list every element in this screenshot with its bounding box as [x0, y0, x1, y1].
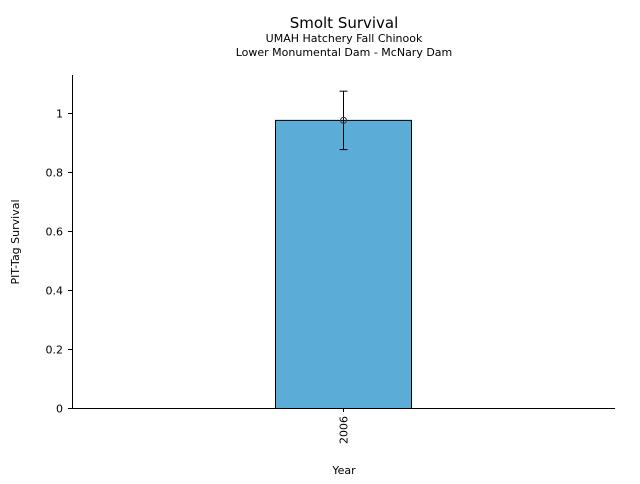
- y-tick-label: 0: [56, 403, 63, 416]
- y-tick-label: 0.2: [46, 344, 64, 357]
- chart-title: Smolt Survival: [290, 14, 399, 32]
- chart-subtitle-2: Lower Monumental Dam - McNary Dam: [236, 46, 453, 59]
- y-tick-label: 0.4: [46, 285, 64, 298]
- y-tick-label: 0.8: [46, 167, 64, 180]
- chart-subtitle-1: UMAH Hatchery Fall Chinook: [266, 32, 423, 45]
- y-axis-label: PIT-Tag Survival: [9, 199, 22, 284]
- x-axis-label: Year: [331, 464, 356, 477]
- bar: [275, 119, 412, 409]
- y-tick-label: 1: [56, 108, 63, 121]
- point-marker: [340, 116, 347, 124]
- y-tick-label: 0.6: [46, 226, 64, 239]
- x-tick-label: 2006: [338, 416, 351, 444]
